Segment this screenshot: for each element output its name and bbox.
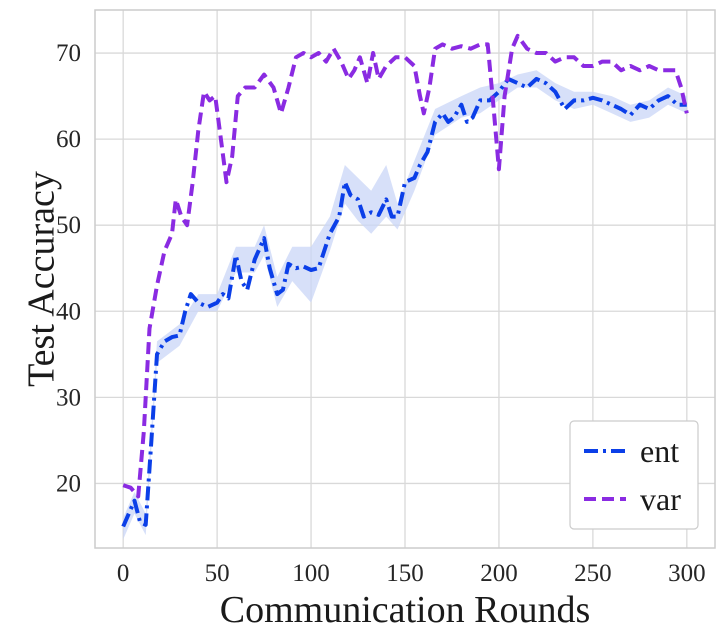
x-tick-150: 150 [386, 560, 424, 587]
x-tick-labels: 0 50 100 150 200 250 300 [117, 560, 706, 587]
y-tick-30: 30 [56, 384, 81, 411]
series-line-var [122, 33, 689, 499]
y-tick-labels: 20 30 40 50 60 70 [56, 40, 81, 497]
plot-frame [94, 9, 716, 549]
x-tick-250: 250 [574, 560, 612, 587]
y-axis-label: Test Accuracy [20, 171, 62, 387]
x-tick-100: 100 [292, 560, 330, 587]
y-tick-70: 70 [56, 40, 81, 67]
series-lines [121, 33, 689, 528]
legend-label-ent: ent [640, 433, 679, 469]
x-tick-200: 200 [480, 560, 518, 587]
confidence-bands [123, 70, 687, 540]
legend: ent var [569, 420, 699, 530]
y-tick-20: 20 [56, 470, 81, 497]
x-tick-300: 300 [668, 560, 706, 587]
band-ent [123, 70, 687, 540]
legend-box [569, 420, 699, 530]
x-tick-0: 0 [117, 560, 130, 587]
y-tick-40: 40 [56, 298, 81, 325]
x-axis-label: Communication Rounds [220, 589, 591, 631]
x-tick-50: 50 [205, 560, 230, 587]
y-tick-50: 50 [56, 212, 81, 239]
legend-label-var: var [640, 481, 681, 517]
series-line-ent [121, 76, 687, 528]
y-tick-60: 60 [56, 126, 81, 153]
